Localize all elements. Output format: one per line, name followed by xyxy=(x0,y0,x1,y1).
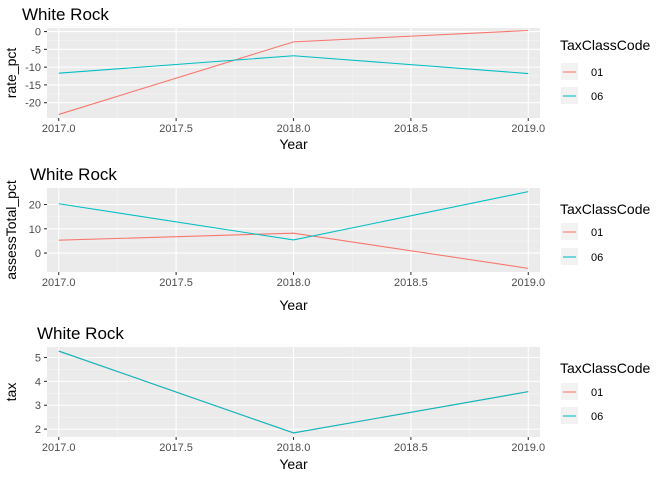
legend-label-01: 01 xyxy=(591,387,603,399)
y-tick-label: 5 xyxy=(35,353,41,365)
y-tick-label: 20 xyxy=(29,200,41,212)
x-tick-label: 2017.0 xyxy=(42,277,76,289)
chart-title: White Rock xyxy=(30,165,117,184)
y-tick-label: 4 xyxy=(35,376,41,388)
x-tick-label: 2018.0 xyxy=(277,442,311,454)
legend-label-01: 01 xyxy=(591,67,603,79)
y-tick-label: 2 xyxy=(35,424,41,436)
x-tick-label: 2019.0 xyxy=(511,442,545,454)
x-axis-title: Year xyxy=(279,136,308,152)
legend-title: TaxClassCode xyxy=(560,201,650,217)
x-tick-label: 2018.5 xyxy=(394,277,428,289)
series-line-06 xyxy=(58,55,529,75)
chart-title: White Rock xyxy=(37,324,124,343)
x-tick-label: 2017.0 xyxy=(42,442,76,454)
x-tick-label: 2018.0 xyxy=(277,277,311,289)
chart-title: White Rock xyxy=(22,5,109,24)
y-tick-label: 0 xyxy=(35,248,41,260)
y-axis-title: tax xyxy=(3,383,19,402)
y-axis-title: rate_pct xyxy=(3,48,19,99)
series-line-01 xyxy=(58,29,529,115)
series-line-06 xyxy=(58,191,529,241)
x-tick-label: 2018.5 xyxy=(394,123,428,135)
series-line-01 xyxy=(58,232,529,269)
x-tick-label: 2018.5 xyxy=(394,442,428,454)
legend-label-06: 06 xyxy=(591,91,603,103)
legend-title: TaxClassCode xyxy=(560,360,650,376)
x-tick-label: 2017.5 xyxy=(159,277,193,289)
x-axis-title: Year xyxy=(279,456,308,472)
x-axis-title: Year xyxy=(279,297,308,313)
x-tick-label: 2017.5 xyxy=(159,123,193,135)
legend-label-06: 06 xyxy=(591,252,603,264)
chart-panel-1: 2017.0 2017.5 2018.0 2018.5 2019.0 -20 -15 -10 -… xyxy=(3,5,650,152)
y-tick-label: -5 xyxy=(31,44,41,56)
y-tick-label: -10 xyxy=(25,62,41,74)
x-tick-label: 2019.0 xyxy=(511,123,545,135)
legend: TaxClassCode 01 06 xyxy=(560,360,650,424)
chart-panel-3: 2017.0 2017.5 2018.0 2018.5 2019.0 2 3 4 5 White … xyxy=(3,324,650,472)
x-tick-label: 2017.0 xyxy=(42,123,76,135)
y-tick-label: 3 xyxy=(35,400,41,412)
y-tick-label: -15 xyxy=(25,80,41,92)
legend-label-06: 06 xyxy=(591,411,603,423)
x-tick-label: 2018.0 xyxy=(277,123,311,135)
legend-label-01: 01 xyxy=(591,227,603,239)
x-tick-label: 2019.0 xyxy=(511,277,545,289)
legend-title: TaxClassCode xyxy=(560,37,650,53)
x-tick-label: 2017.5 xyxy=(159,442,193,454)
legend: TaxClassCode 01 06 xyxy=(560,201,650,265)
legend: TaxClassCode 01 06 xyxy=(560,37,650,104)
series-line-06 xyxy=(58,350,529,434)
y-tick-label: 10 xyxy=(29,224,41,236)
chart-panel-2: 2017.0 2017.5 2018.0 2018.5 2019.001020White… xyxy=(3,165,650,313)
y-tick-label: -20 xyxy=(25,98,41,110)
y-tick-label: 0 xyxy=(35,27,41,39)
y-axis-title: assessTotal_pct xyxy=(3,180,19,280)
